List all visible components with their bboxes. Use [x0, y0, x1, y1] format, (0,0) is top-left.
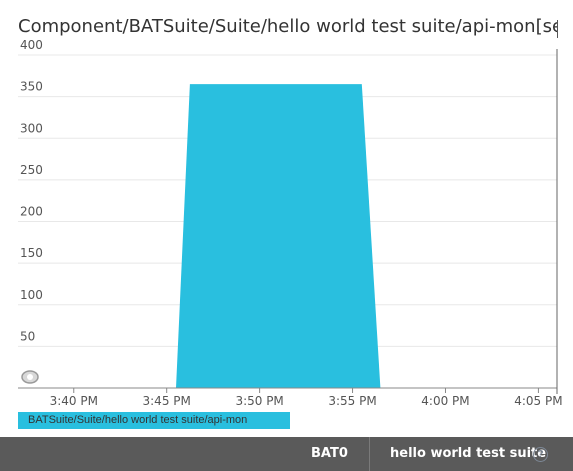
- chart-title: Component/BATSuite/Suite/hello world tes…: [18, 16, 558, 37]
- area-series: [176, 84, 381, 388]
- footer-divider: [369, 437, 370, 471]
- y-tick-label: 150: [20, 246, 43, 260]
- legend-entry[interactable]: BATSuite/Suite/hello world test suite/ap…: [18, 412, 290, 429]
- footer-bar: BAT0 hello world test suite ?: [0, 437, 573, 471]
- y-tick-label: 250: [20, 163, 43, 177]
- x-tick-label: 3:40 PM: [50, 394, 98, 408]
- x-axis-ticks: 3:40 PM 3:45 PM 3:50 PM 3:55 PM 4:00 PM 4:05 …: [18, 49, 563, 408]
- title-text-cursor: [557, 20, 558, 38]
- footer-suite-label[interactable]: hello world test suite: [390, 446, 547, 461]
- y-tick-label: 200: [20, 205, 43, 219]
- y-tick-label: 300: [20, 121, 43, 135]
- x-tick-label: 3:55 PM: [328, 394, 376, 408]
- x-tick-label: 3:50 PM: [235, 394, 283, 408]
- area-shape[interactable]: [176, 84, 381, 388]
- x-tick-label: 4:05 PM: [514, 394, 562, 408]
- y-tick-label: 350: [20, 80, 43, 94]
- x-tick-label: 3:45 PM: [143, 394, 191, 408]
- footer-app-label[interactable]: BAT0: [311, 446, 348, 461]
- eye-icon-pupil: [27, 374, 33, 380]
- legend-label: BATSuite/Suite/hello world test suite/ap…: [28, 414, 248, 426]
- y-tick-label: 400: [20, 38, 43, 52]
- x-tick-label: 4:00 PM: [421, 394, 469, 408]
- y-tick-label: 100: [20, 288, 43, 302]
- y-axis-ticks: 50 100 150 200 250 300 350 400: [20, 38, 43, 343]
- help-icon[interactable]: ?: [533, 447, 548, 462]
- y-tick-label: 50: [20, 329, 35, 343]
